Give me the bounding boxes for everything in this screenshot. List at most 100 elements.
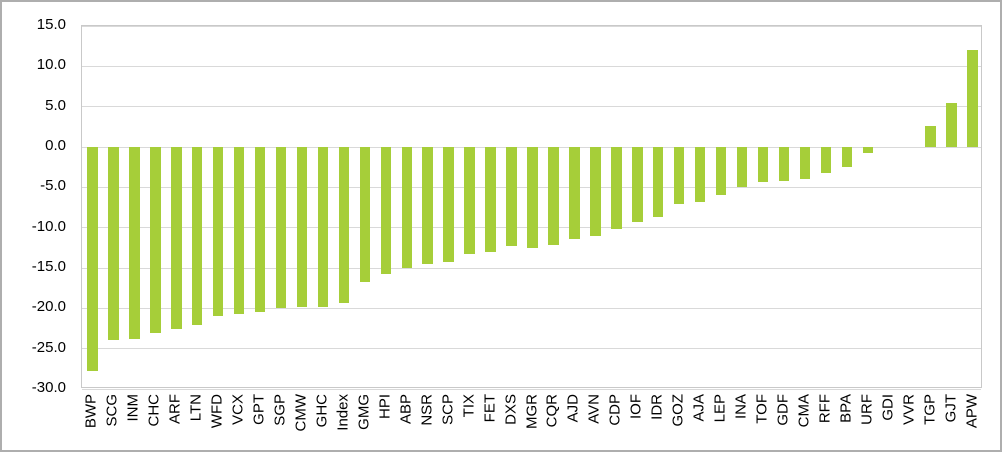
x-axis-label: ABP: [397, 394, 415, 425]
x-axis-label: CDP: [606, 394, 624, 426]
bar-BPA: [841, 147, 853, 168]
bar-GMG: [359, 147, 371, 282]
x-axis-label: BPA: [837, 394, 855, 423]
x-axis-label: VCX: [229, 394, 247, 425]
y-axis-label: -30.0: [31, 379, 66, 396]
x-axis-label: SCP: [439, 394, 457, 425]
x-axis-label: LEP: [711, 394, 729, 423]
y-axis-label: -25.0: [31, 338, 66, 356]
x-axis-label: Index: [334, 394, 352, 431]
x-axis-label: TIX: [460, 394, 478, 418]
bar-GPT: [254, 147, 266, 313]
bar-IDR: [652, 147, 664, 218]
bar-CMA: [799, 147, 811, 180]
bar-AJD: [569, 147, 580, 239]
x-axis-label: AJA: [690, 394, 708, 422]
y-axis-label: -15.0: [31, 258, 66, 275]
bar-SCG: [108, 147, 119, 340]
bar-BWP: [87, 147, 98, 372]
x-axis-label: GJT: [942, 394, 960, 423]
bar-CDP: [611, 147, 622, 230]
x-axis-label: WFD: [208, 394, 226, 429]
y-axis-label: 0.0: [45, 137, 66, 154]
bar-GDF: [778, 147, 790, 181]
x-axis-label: VVR: [900, 394, 918, 425]
bar-TIX: [464, 147, 475, 255]
x-axis-label: SGP: [271, 394, 289, 426]
x-axis-label: INM: [124, 394, 142, 422]
y-axis-label: -10.0: [31, 217, 66, 235]
bar-SCP: [443, 147, 454, 263]
bar-URF: [862, 147, 873, 154]
x-axis-label: IDR: [648, 394, 666, 420]
y-axis-label: -5.0: [40, 177, 66, 195]
gridline: [82, 307, 981, 309]
x-axis-label: FET: [481, 394, 499, 423]
bar-MGR: [527, 147, 538, 248]
bar-GHC: [317, 147, 329, 307]
gridline: [82, 388, 981, 390]
x-axis-label: MGR: [523, 394, 540, 429]
x-axis-label: IOF: [627, 394, 645, 419]
x-axis-label: GDI: [879, 394, 897, 421]
x-axis-label: ARF: [166, 394, 184, 424]
bar-WFD: [212, 147, 224, 316]
bar-IOF: [632, 147, 643, 223]
bar-AVN: [590, 147, 601, 236]
x-axis-label: LTN: [187, 394, 205, 422]
x-axis-label: GPT: [250, 394, 268, 425]
x-axis-label: CMW: [292, 394, 310, 432]
bar-INA: [736, 147, 748, 187]
x-axis-label: CHC: [145, 394, 163, 427]
bar-TOF: [757, 147, 769, 183]
bar-CHC: [150, 147, 161, 334]
bar-APW: [967, 50, 978, 147]
x-axis-label: CQR: [543, 394, 561, 428]
x-axis-label: GHC: [313, 394, 331, 428]
x-axis-label: APW: [963, 394, 981, 429]
bar-AJA: [694, 147, 706, 202]
bar-ARF: [171, 147, 182, 330]
bar-VCX: [233, 147, 245, 314]
bar-Index: [338, 147, 350, 303]
x-axis-label: GDF: [774, 394, 792, 426]
bar-LTN: [191, 147, 203, 326]
x-axis-label: DXS: [502, 394, 520, 425]
x-axis-label: TOF: [753, 394, 771, 424]
x-axis-label: SCG: [103, 394, 121, 427]
y-axis-label: 10.0: [36, 56, 66, 74]
x-axis-label: BWP: [82, 394, 100, 429]
bar-ABP: [401, 147, 413, 268]
x-axis-label: GMG: [355, 394, 373, 430]
gridline: [82, 267, 981, 269]
x-axis-label: NSR: [418, 394, 436, 426]
bar-LEP: [715, 147, 727, 195]
gridline: [82, 25, 981, 27]
plot-area: [81, 25, 982, 390]
bar-RFF: [820, 147, 832, 173]
gridline: [82, 348, 981, 350]
x-axis-label: TGP: [921, 394, 939, 425]
x-axis-label: AVN: [585, 394, 603, 424]
x-axis-label: INA: [732, 394, 750, 420]
bar-INM: [129, 147, 140, 339]
bar-HPI: [380, 147, 392, 275]
bar-CQR: [548, 147, 559, 246]
bar-GJT: [946, 102, 957, 147]
bar-CMW: [296, 147, 308, 307]
bar-SGP: [275, 147, 287, 308]
bar-TGP: [925, 126, 936, 147]
bar-DXS: [506, 147, 517, 247]
y-axis-label: -20.0: [31, 298, 66, 316]
gridline: [82, 106, 981, 108]
bar-FET: [485, 147, 496, 252]
x-axis-label: AJD: [564, 394, 582, 423]
bar-NSR: [422, 147, 433, 264]
x-axis-label: HPI: [376, 394, 394, 420]
x-axis-label: RFF: [816, 394, 834, 424]
x-axis-label: CMA: [795, 394, 813, 428]
y-axis-label: 5.0: [45, 96, 66, 114]
x-axis-label: URF: [858, 394, 876, 425]
bar-GOZ: [673, 147, 685, 205]
x-axis-label: GOZ: [669, 394, 687, 427]
